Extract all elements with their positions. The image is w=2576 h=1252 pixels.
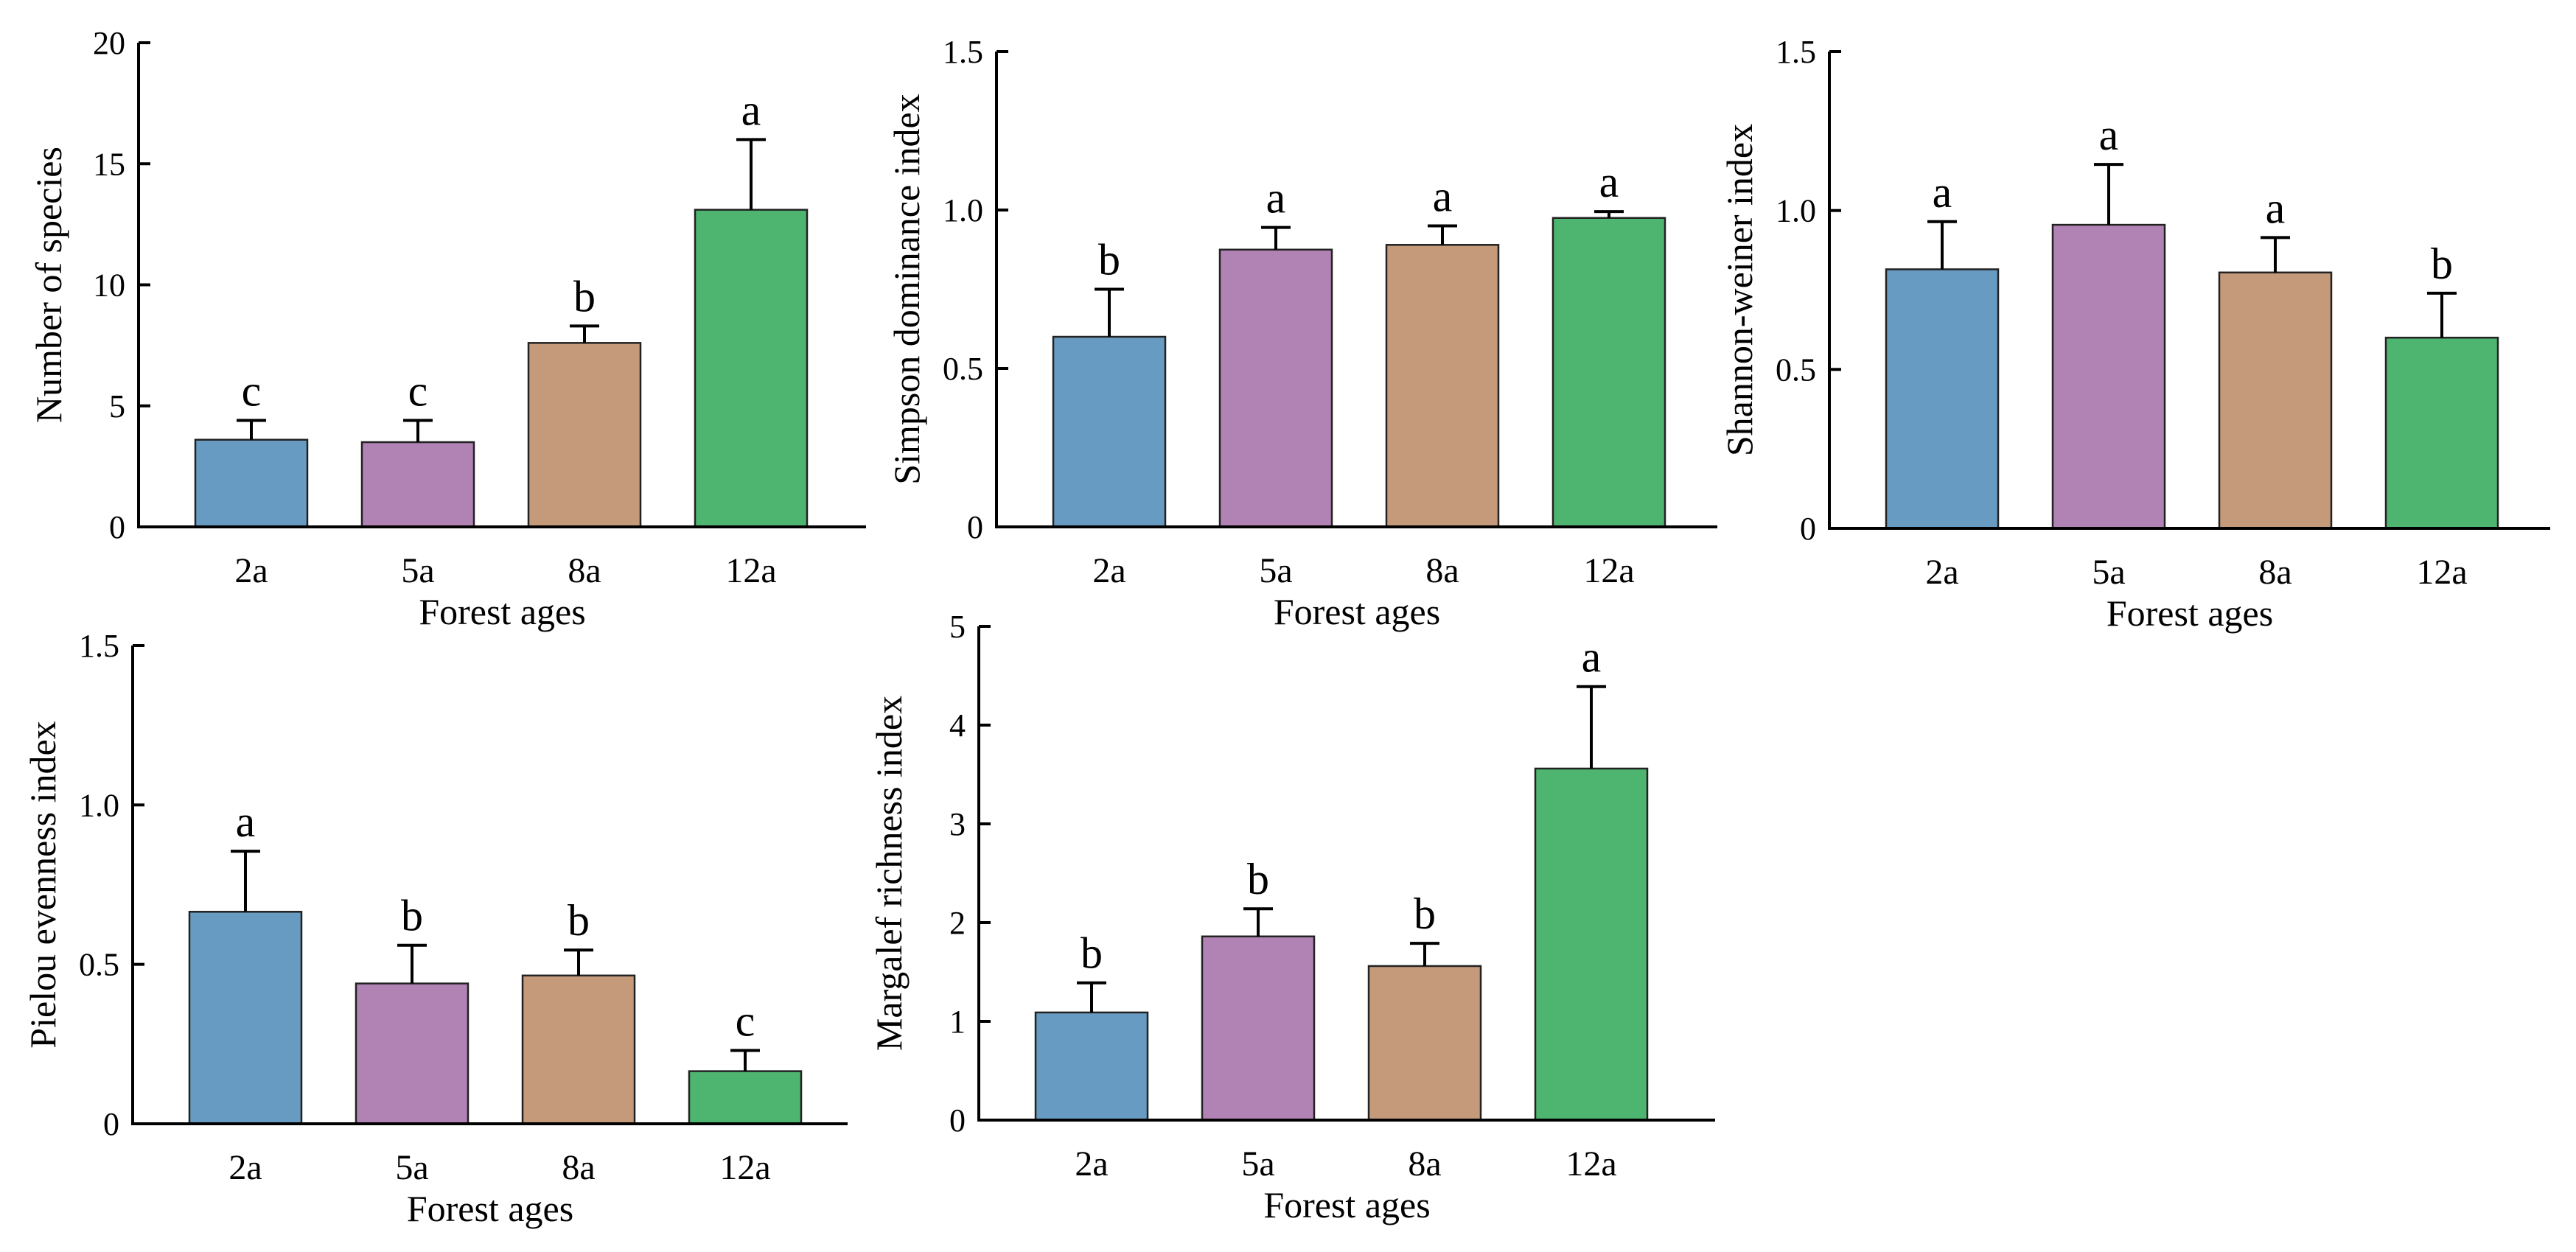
significance-letter-12a: c xyxy=(736,996,755,1045)
significance-letter-8a: a xyxy=(1433,172,1453,221)
x-tick-label-12a: 12a xyxy=(2416,553,2467,592)
y-tick-label: 0 xyxy=(103,1106,119,1142)
x-tick-label-12a: 12a xyxy=(1566,1144,1616,1183)
y-tick-label: 0 xyxy=(109,509,125,545)
significance-letter-8a: b xyxy=(568,896,590,945)
y-tick-label: 0 xyxy=(1800,511,1816,547)
bar-8a xyxy=(1367,965,1482,1122)
x-tick-label-5a: 5a xyxy=(1241,1144,1274,1183)
bar-8a xyxy=(1385,244,1500,528)
y-axis-title: Number of species xyxy=(28,147,69,423)
x-tick-label-8a: 8a xyxy=(1408,1144,1441,1183)
significance-letter-12a: a xyxy=(1582,633,1602,682)
significance-letter-2a: c xyxy=(242,366,262,415)
chart-panel-3: a 2a a 5a a 8a b 12a 0 0.5 1.0 1.5 Forest ages Shanno… xyxy=(1719,34,2550,634)
bar-2a xyxy=(1034,1011,1149,1122)
chart-panel-5: b 2a b 5a b 8a a 12a 0 1 2 3 4 5 Forest ages Margalef r… xyxy=(868,609,1715,1225)
significance-letter-8a: a xyxy=(2266,183,2286,232)
chart-panel-2: b 2a a 5a a 8a a 12a 0 0.5 1.0 1.5 Forest ages Simpso… xyxy=(886,34,1717,632)
significance-letter-2a: a xyxy=(1933,168,1952,217)
significance-letter-5a: a xyxy=(1266,174,1286,223)
significance-letter-2a: a xyxy=(236,797,256,846)
significance-letter-8a: b xyxy=(1414,889,1436,938)
x-tick-label-5a: 5a xyxy=(395,1148,428,1187)
significance-letter-5a: c xyxy=(408,366,428,415)
y-tick-label: 5 xyxy=(109,388,125,424)
significance-letter-8a: b xyxy=(573,272,596,321)
y-tick-label: 1.0 xyxy=(943,192,983,228)
bar-5a xyxy=(360,441,475,528)
x-tick-label-2a: 2a xyxy=(1075,1144,1108,1183)
bar-5a xyxy=(1201,935,1316,1122)
x-tick-label-2a: 2a xyxy=(228,1148,262,1187)
x-axis-title: Forest ages xyxy=(2106,592,2273,634)
x-tick-label-12a: 12a xyxy=(1583,551,1634,590)
x-tick-label-8a: 8a xyxy=(562,1148,595,1187)
x-tick-label-5a: 5a xyxy=(401,551,434,590)
y-tick-label: 0 xyxy=(967,509,983,545)
bar-2a xyxy=(1885,268,2000,530)
bar-8a xyxy=(2218,271,2333,530)
bar-12a xyxy=(1551,217,1666,528)
bar-8a xyxy=(521,974,636,1125)
chart-panel-1: c 2a c 5a b 8a a 12a 0 5 10 15 20 Forest ages Number o… xyxy=(28,25,866,632)
bar-8a xyxy=(527,342,642,528)
x-axis-title: Forest ages xyxy=(1274,591,1440,632)
bar-2a xyxy=(188,911,303,1125)
significance-letter-12a: a xyxy=(741,85,761,134)
y-axis-title: Simpson dominance index xyxy=(886,94,927,485)
y-tick-label: 4 xyxy=(949,707,966,744)
x-tick-label-2a: 2a xyxy=(1092,551,1125,590)
y-tick-label: 1.0 xyxy=(1776,193,1816,229)
y-tick-label: 1.5 xyxy=(79,628,119,664)
y-tick-label: 0.5 xyxy=(1776,352,1816,388)
y-tick-label: 1.5 xyxy=(1776,34,1816,70)
x-tick-label-5a: 5a xyxy=(2092,553,2125,592)
y-tick-label: 1 xyxy=(949,1004,966,1040)
significance-letter-2a: b xyxy=(1081,929,1103,978)
bar-5a xyxy=(355,982,470,1125)
bar-12a xyxy=(694,209,809,528)
y-axis-title: Shannon-weiner index xyxy=(1719,124,1760,456)
x-tick-label-2a: 2a xyxy=(1925,553,1958,592)
significance-letter-12a: a xyxy=(1599,158,1619,206)
x-tick-label-2a: 2a xyxy=(234,551,268,590)
bar-2a xyxy=(1052,335,1167,528)
x-tick-label-5a: 5a xyxy=(1259,551,1292,590)
y-axis-title: Pielou evenness index xyxy=(22,721,63,1048)
y-tick-label: 3 xyxy=(949,806,966,842)
bar-12a xyxy=(1534,767,1649,1122)
y-tick-label: 10 xyxy=(93,267,125,304)
x-axis-title: Forest ages xyxy=(1263,1184,1430,1225)
bar-5a xyxy=(2051,223,2166,530)
y-tick-label: 20 xyxy=(93,25,125,61)
x-tick-label-8a: 8a xyxy=(1425,551,1459,590)
y-tick-label: 0.5 xyxy=(79,947,119,983)
significance-letter-5a: b xyxy=(401,892,423,940)
y-tick-label: 5 xyxy=(949,609,966,645)
bar-12a xyxy=(2384,336,2499,530)
bar-12a xyxy=(688,1070,803,1125)
y-tick-label: 2 xyxy=(949,905,966,941)
y-axis-title: Margalef richness index xyxy=(868,696,910,1051)
significance-letter-12a: b xyxy=(2431,239,2453,288)
x-tick-label-8a: 8a xyxy=(2258,553,2291,592)
y-tick-label: 1.5 xyxy=(943,34,983,70)
bar-5a xyxy=(1218,248,1333,528)
y-tick-label: 0 xyxy=(949,1102,966,1139)
significance-letter-5a: a xyxy=(2099,111,2119,159)
bar-2a xyxy=(194,438,309,528)
y-tick-label: 15 xyxy=(93,146,125,182)
x-axis-title: Forest ages xyxy=(407,1188,573,1229)
chart-panel-4: a 2a b 5a b 8a c 12a 0 0.5 1.0 1.5 Forest ages Pielou… xyxy=(22,628,848,1229)
y-tick-label: 1.0 xyxy=(79,787,119,823)
significance-letter-5a: b xyxy=(1247,855,1269,903)
x-tick-label-12a: 12a xyxy=(725,551,776,590)
x-tick-label-12a: 12a xyxy=(719,1148,770,1187)
y-tick-label: 0.5 xyxy=(943,351,983,387)
significance-letter-2a: b xyxy=(1098,236,1120,284)
x-axis-title: Forest ages xyxy=(419,591,585,632)
x-tick-label-8a: 8a xyxy=(568,551,601,590)
